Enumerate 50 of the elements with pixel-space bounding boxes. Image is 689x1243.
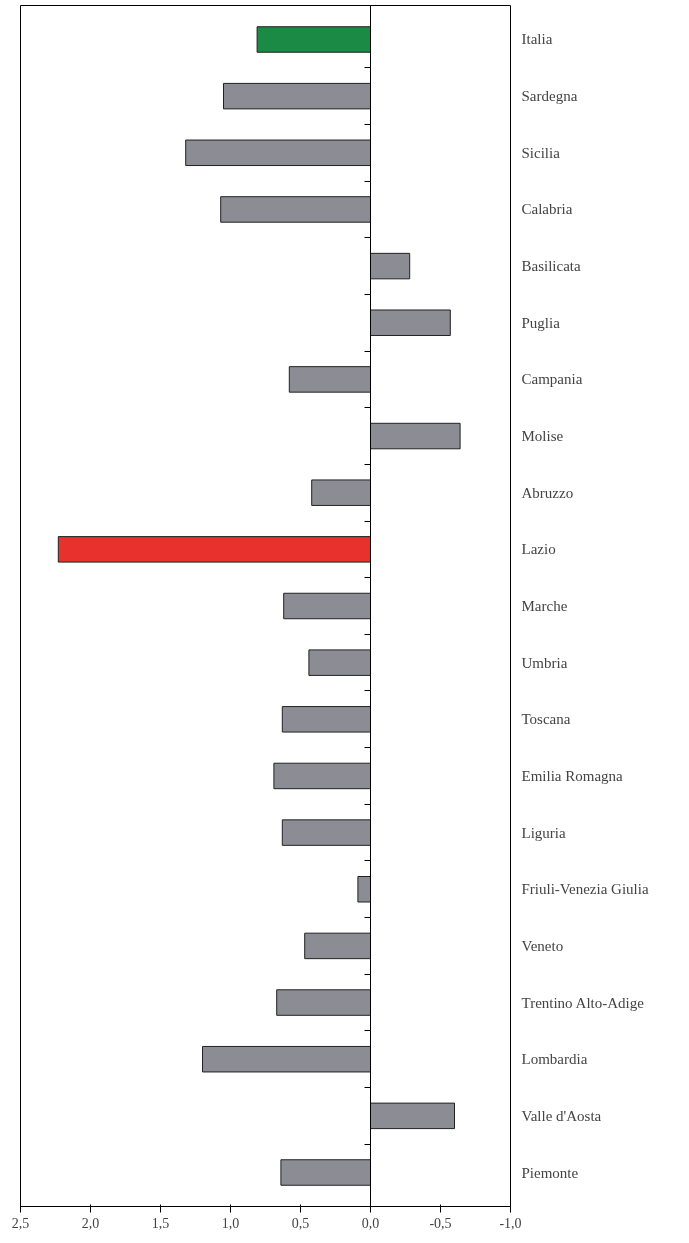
y-tick-label: Umbria bbox=[521, 654, 568, 671]
bar bbox=[220, 196, 371, 223]
y-tick-label: Molise bbox=[521, 428, 564, 445]
x-tick-label: 0,5 bbox=[291, 1215, 310, 1231]
bar bbox=[370, 1102, 455, 1130]
y-tick-label: Valle d'Aosta bbox=[521, 1107, 602, 1124]
bar bbox=[223, 82, 371, 110]
y-tick-label: Friuli-Venezia Giulia bbox=[521, 881, 649, 898]
bar bbox=[281, 706, 371, 733]
y-tick-label: Veneto bbox=[521, 937, 564, 954]
x-tick-label: -0,5 bbox=[429, 1215, 452, 1231]
y-tick-label: Sicilia bbox=[521, 144, 561, 161]
y-tick-label: Liguria bbox=[521, 824, 566, 841]
bar bbox=[202, 1045, 371, 1073]
y-tick-label: Abruzzo bbox=[521, 484, 574, 501]
bar bbox=[308, 649, 371, 676]
y-tick-label: Marche bbox=[521, 598, 568, 614]
y-tick-label: Trentino Alto-Adige bbox=[521, 994, 645, 1011]
x-tick-label: 1,5 bbox=[151, 1215, 170, 1231]
bar bbox=[283, 592, 371, 620]
x-tick-label: 2,0 bbox=[81, 1215, 100, 1231]
y-tick-label: Calabria bbox=[521, 201, 573, 218]
bar bbox=[288, 366, 371, 393]
x-tick-label: 2,5 bbox=[11, 1215, 30, 1231]
bar bbox=[304, 932, 371, 960]
bar bbox=[280, 1159, 371, 1186]
bar bbox=[370, 252, 411, 280]
x-tick-label: -1,0 bbox=[499, 1215, 522, 1231]
bar bbox=[185, 139, 371, 167]
y-tick-label: Basilicata bbox=[521, 258, 581, 275]
bar bbox=[357, 876, 371, 903]
bar bbox=[57, 536, 371, 563]
bar bbox=[370, 422, 461, 450]
bar bbox=[256, 26, 371, 53]
y-tick-label: Campania bbox=[521, 371, 583, 388]
bar bbox=[273, 762, 371, 790]
bar bbox=[370, 309, 451, 336]
x-tick-label: 0,0 bbox=[361, 1215, 380, 1231]
x-tick-label: 1,0 bbox=[221, 1215, 240, 1231]
y-tick-label: Toscana bbox=[521, 711, 571, 728]
y-tick-label: Sardegna bbox=[521, 88, 578, 105]
y-tick-label: Puglia bbox=[521, 314, 561, 331]
bar bbox=[281, 819, 371, 846]
y-tick-label: Lazio bbox=[521, 541, 556, 558]
y-tick-label: Italia bbox=[521, 31, 553, 48]
bar bbox=[276, 989, 371, 1016]
y-tick-label: Piemonte bbox=[521, 1164, 579, 1181]
bar bbox=[311, 479, 371, 506]
y-tick-label: Emilia Romagna bbox=[521, 767, 624, 784]
y-tick-label: Lombardia bbox=[521, 1051, 588, 1068]
